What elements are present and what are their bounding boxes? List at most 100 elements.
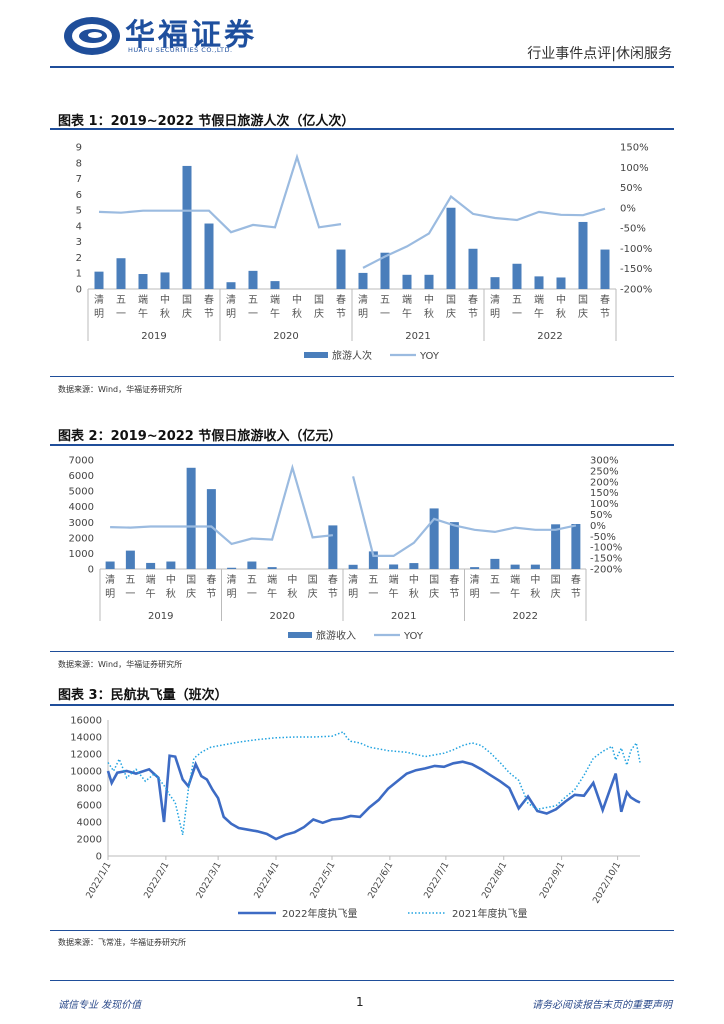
category-label: 节 xyxy=(336,308,346,320)
legend-label: YOY xyxy=(403,631,424,642)
figure-2-bottom-rule xyxy=(50,651,674,652)
bar xyxy=(358,272,368,289)
bar xyxy=(556,277,566,289)
bar xyxy=(182,165,192,289)
y-tick-label: 4000 xyxy=(77,818,102,829)
y-tick-label: 14000 xyxy=(70,733,102,744)
figure-2-source: 数据来源：Wind，华福证券研究所 xyxy=(58,660,183,669)
category-label: 庆 xyxy=(186,587,196,600)
bar xyxy=(429,508,439,569)
y2-tick-label: 100% xyxy=(590,499,619,510)
category-label: 明 xyxy=(94,308,104,320)
bar xyxy=(186,467,196,569)
figure-3-top-rule xyxy=(50,704,674,706)
y-tick-label: 9 xyxy=(76,143,82,154)
category-label: 庆 xyxy=(446,307,456,320)
y-tick-label: 16000 xyxy=(70,716,102,727)
bar xyxy=(125,550,135,569)
group-label: 2019 xyxy=(148,611,173,622)
legend-label: 旅游收入 xyxy=(316,629,356,642)
category-label: 节 xyxy=(571,588,581,600)
figure-2-top-rule xyxy=(50,444,674,446)
y2-tick-label: -200% xyxy=(590,565,622,576)
category-label: 清 xyxy=(227,573,237,586)
bar xyxy=(146,562,156,569)
figure-1-bottom-rule xyxy=(50,376,674,377)
category-label: 春 xyxy=(206,574,216,586)
report-category: 行业事件点评|休闲服务 xyxy=(527,46,672,62)
figure-3-source: 数据来源：飞常准，华福证券研究所 xyxy=(58,938,186,947)
y-tick-label: 8 xyxy=(76,158,82,169)
category-label: 午 xyxy=(389,587,399,600)
category-label: 中 xyxy=(409,573,419,586)
category-label: 庆 xyxy=(551,587,561,600)
bar xyxy=(116,258,126,289)
category-label: 清 xyxy=(358,293,368,306)
category-label: 清 xyxy=(94,293,104,306)
category-label: 五 xyxy=(512,295,522,306)
legend-swatch-bar xyxy=(288,632,312,638)
category-label: 一 xyxy=(125,589,135,600)
bar xyxy=(600,249,610,289)
category-label: 午 xyxy=(270,307,280,320)
y-tick-label: 6000 xyxy=(77,801,102,812)
y-tick-label: 3000 xyxy=(69,518,94,529)
category-label: 五 xyxy=(247,575,257,586)
category-label: 中 xyxy=(166,573,176,586)
category-label: 国 xyxy=(182,294,192,306)
category-label: 秋 xyxy=(556,307,566,320)
category-label: 中 xyxy=(424,293,434,306)
category-label: 中 xyxy=(530,573,540,586)
category-label: 明 xyxy=(227,588,237,600)
category-label: 秋 xyxy=(292,307,302,320)
y2-tick-label: -100% xyxy=(590,543,622,554)
y-tick-label: 2 xyxy=(76,253,82,264)
category-label: 春 xyxy=(336,294,346,306)
bar xyxy=(247,561,257,569)
category-label: 明 xyxy=(490,308,500,320)
logo-text-cn: 华福证券 xyxy=(125,18,257,53)
y2-tick-label: 150% xyxy=(620,143,649,154)
x-tick-label: 2022/10/1 xyxy=(591,861,623,906)
category-label: 秋 xyxy=(530,587,540,600)
y-tick-label: 6000 xyxy=(69,471,94,482)
y-tick-label: 10000 xyxy=(70,767,102,778)
bar xyxy=(510,564,520,569)
y2-tick-label: 50% xyxy=(590,510,612,521)
y2-tick-label: 300% xyxy=(590,456,619,467)
category-label: 清 xyxy=(470,573,480,586)
legend-label: 旅游人次 xyxy=(332,349,372,362)
y2-tick-label: 0% xyxy=(620,203,636,214)
category-label: 端 xyxy=(138,293,148,306)
y-tick-label: 8000 xyxy=(77,784,102,795)
bar xyxy=(468,248,478,289)
bar xyxy=(512,263,522,289)
x-tick-label: 2022/2/1 xyxy=(143,861,172,901)
yoy-line xyxy=(110,463,334,546)
category-label: 端 xyxy=(510,573,520,586)
category-label: 春 xyxy=(204,294,214,306)
y-tick-label: 4 xyxy=(76,221,82,232)
bar xyxy=(490,558,500,569)
category-label: 端 xyxy=(389,573,399,586)
category-label: 中 xyxy=(292,293,302,306)
huafu-logo-icon xyxy=(64,17,120,55)
category-label: 秋 xyxy=(166,587,176,600)
category-label: 一 xyxy=(116,309,126,320)
y-tick-label: 7 xyxy=(76,174,82,185)
figure-3-title: 图表 3：民航执飞量（班次） xyxy=(58,688,228,703)
bar xyxy=(336,249,346,289)
bar xyxy=(204,223,214,289)
category-label: 国 xyxy=(314,294,324,306)
category-label: 明 xyxy=(226,308,236,320)
category-label: 一 xyxy=(512,309,522,320)
y-tick-label: 7000 xyxy=(69,456,94,467)
y-tick-label: 5000 xyxy=(69,487,94,498)
category-label: 午 xyxy=(146,587,156,600)
category-label: 五 xyxy=(490,575,500,586)
category-label: 明 xyxy=(358,308,368,320)
bar xyxy=(424,274,434,289)
series-2021-line xyxy=(107,730,641,835)
figure-1-title: 图表 1：2019~2022 节假日旅游人次（亿人次） xyxy=(58,114,355,129)
y-tick-label: 0 xyxy=(88,565,94,576)
